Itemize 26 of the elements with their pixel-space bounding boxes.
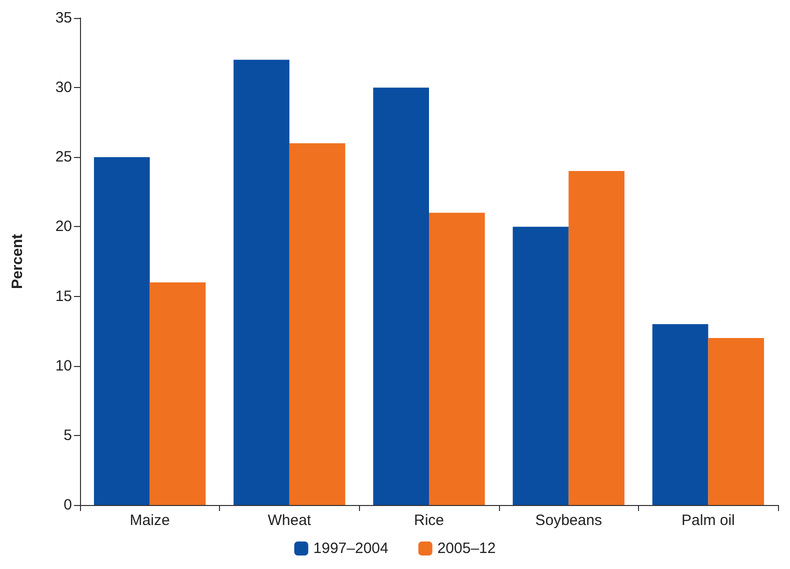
- y-tick-label: 15: [55, 288, 72, 305]
- bar: [234, 60, 290, 505]
- x-tick-label: Wheat: [268, 512, 312, 529]
- bar: [568, 171, 624, 505]
- y-tick-label: 20: [55, 218, 72, 236]
- bar: [652, 324, 708, 505]
- legend-label: 1997–2004: [313, 540, 388, 557]
- y-tick-label: 30: [55, 79, 72, 96]
- bar: [289, 143, 346, 505]
- bar: [150, 282, 206, 505]
- bar: [512, 226, 569, 505]
- x-tick-label: Soybeans: [535, 512, 602, 529]
- x-tick-label: Rice: [414, 512, 444, 529]
- bar: [708, 338, 764, 505]
- bar: [94, 157, 150, 505]
- legend-label: 2005–12: [437, 540, 496, 557]
- y-axis-title: Percent: [9, 234, 26, 290]
- x-tick-label: Maize: [130, 512, 170, 529]
- bar: [373, 88, 429, 505]
- y-tick-label: 10: [55, 357, 72, 374]
- y-tick-label: 35: [55, 10, 72, 26]
- y-tick-label: 5: [64, 426, 72, 444]
- y-tick-label: 0: [64, 496, 72, 514]
- y-tick-label: 25: [55, 148, 72, 166]
- bar: [429, 212, 485, 505]
- x-tick-label: Palm oil: [682, 512, 735, 529]
